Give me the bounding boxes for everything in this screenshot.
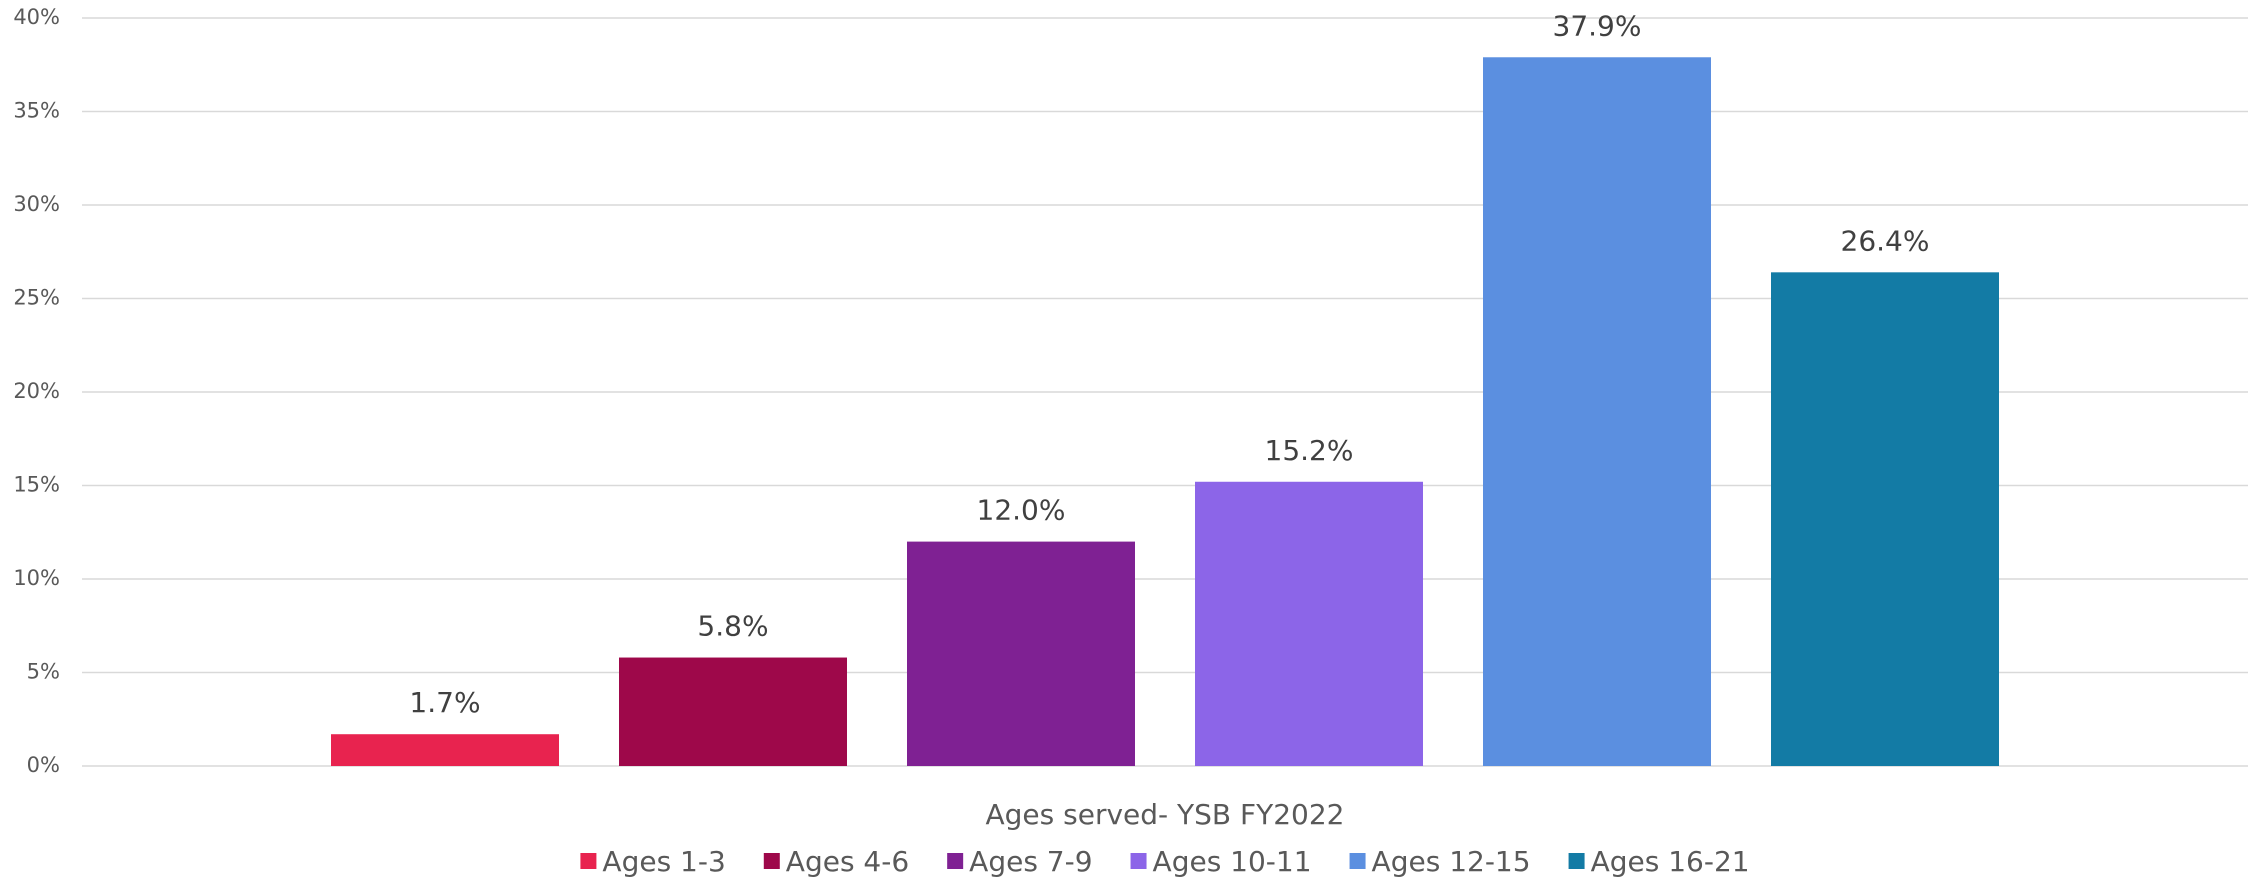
y-tick-label: 0% xyxy=(27,753,60,777)
legend-swatch xyxy=(1568,853,1585,869)
bar xyxy=(619,657,847,766)
legend: Ages 1-3 Ages 4-6 Ages 7-9 Ages 10-11 Ages 1… xyxy=(580,845,1750,878)
y-tick-label: 25% xyxy=(13,286,60,310)
x-tick-label: Ages served- YSB FY2022 xyxy=(986,798,1345,831)
data-label: 12.0% xyxy=(977,494,1066,527)
legend-label: Ages 10-11 xyxy=(1153,845,1312,878)
legend-label: Ages 7-9 xyxy=(969,845,1092,878)
legend-swatch xyxy=(580,853,597,869)
data-label: 37.9% xyxy=(1553,9,1642,42)
data-label: 5.8% xyxy=(697,610,768,643)
bar xyxy=(331,734,559,766)
y-tick-label: 5% xyxy=(27,660,60,684)
legend-label: Ages 1-3 xyxy=(602,845,725,878)
data-label: 1.7% xyxy=(409,686,480,719)
legend-label: Ages 12-15 xyxy=(1372,845,1531,878)
legend-label: Ages 16-21 xyxy=(1591,845,1750,878)
legend-swatch xyxy=(763,853,780,869)
bar xyxy=(907,541,1135,766)
legend-label: Ages 4-6 xyxy=(786,845,909,878)
legend-swatch xyxy=(1349,853,1366,869)
bar xyxy=(1771,272,1999,766)
data-label: 26.4% xyxy=(1841,224,1930,257)
y-tick-label: 10% xyxy=(13,566,60,590)
y-tick-label: 40% xyxy=(13,5,60,29)
y-tick-label: 20% xyxy=(13,379,60,403)
bar xyxy=(1195,481,1423,766)
bar xyxy=(1483,57,1711,766)
y-tick-label: 30% xyxy=(13,192,60,216)
y-tick-label: 35% xyxy=(13,99,60,123)
legend-swatch xyxy=(1130,853,1147,869)
y-tick-label: 15% xyxy=(13,473,60,497)
data-label: 15.2% xyxy=(1265,434,1354,467)
legend-swatch xyxy=(947,853,964,869)
